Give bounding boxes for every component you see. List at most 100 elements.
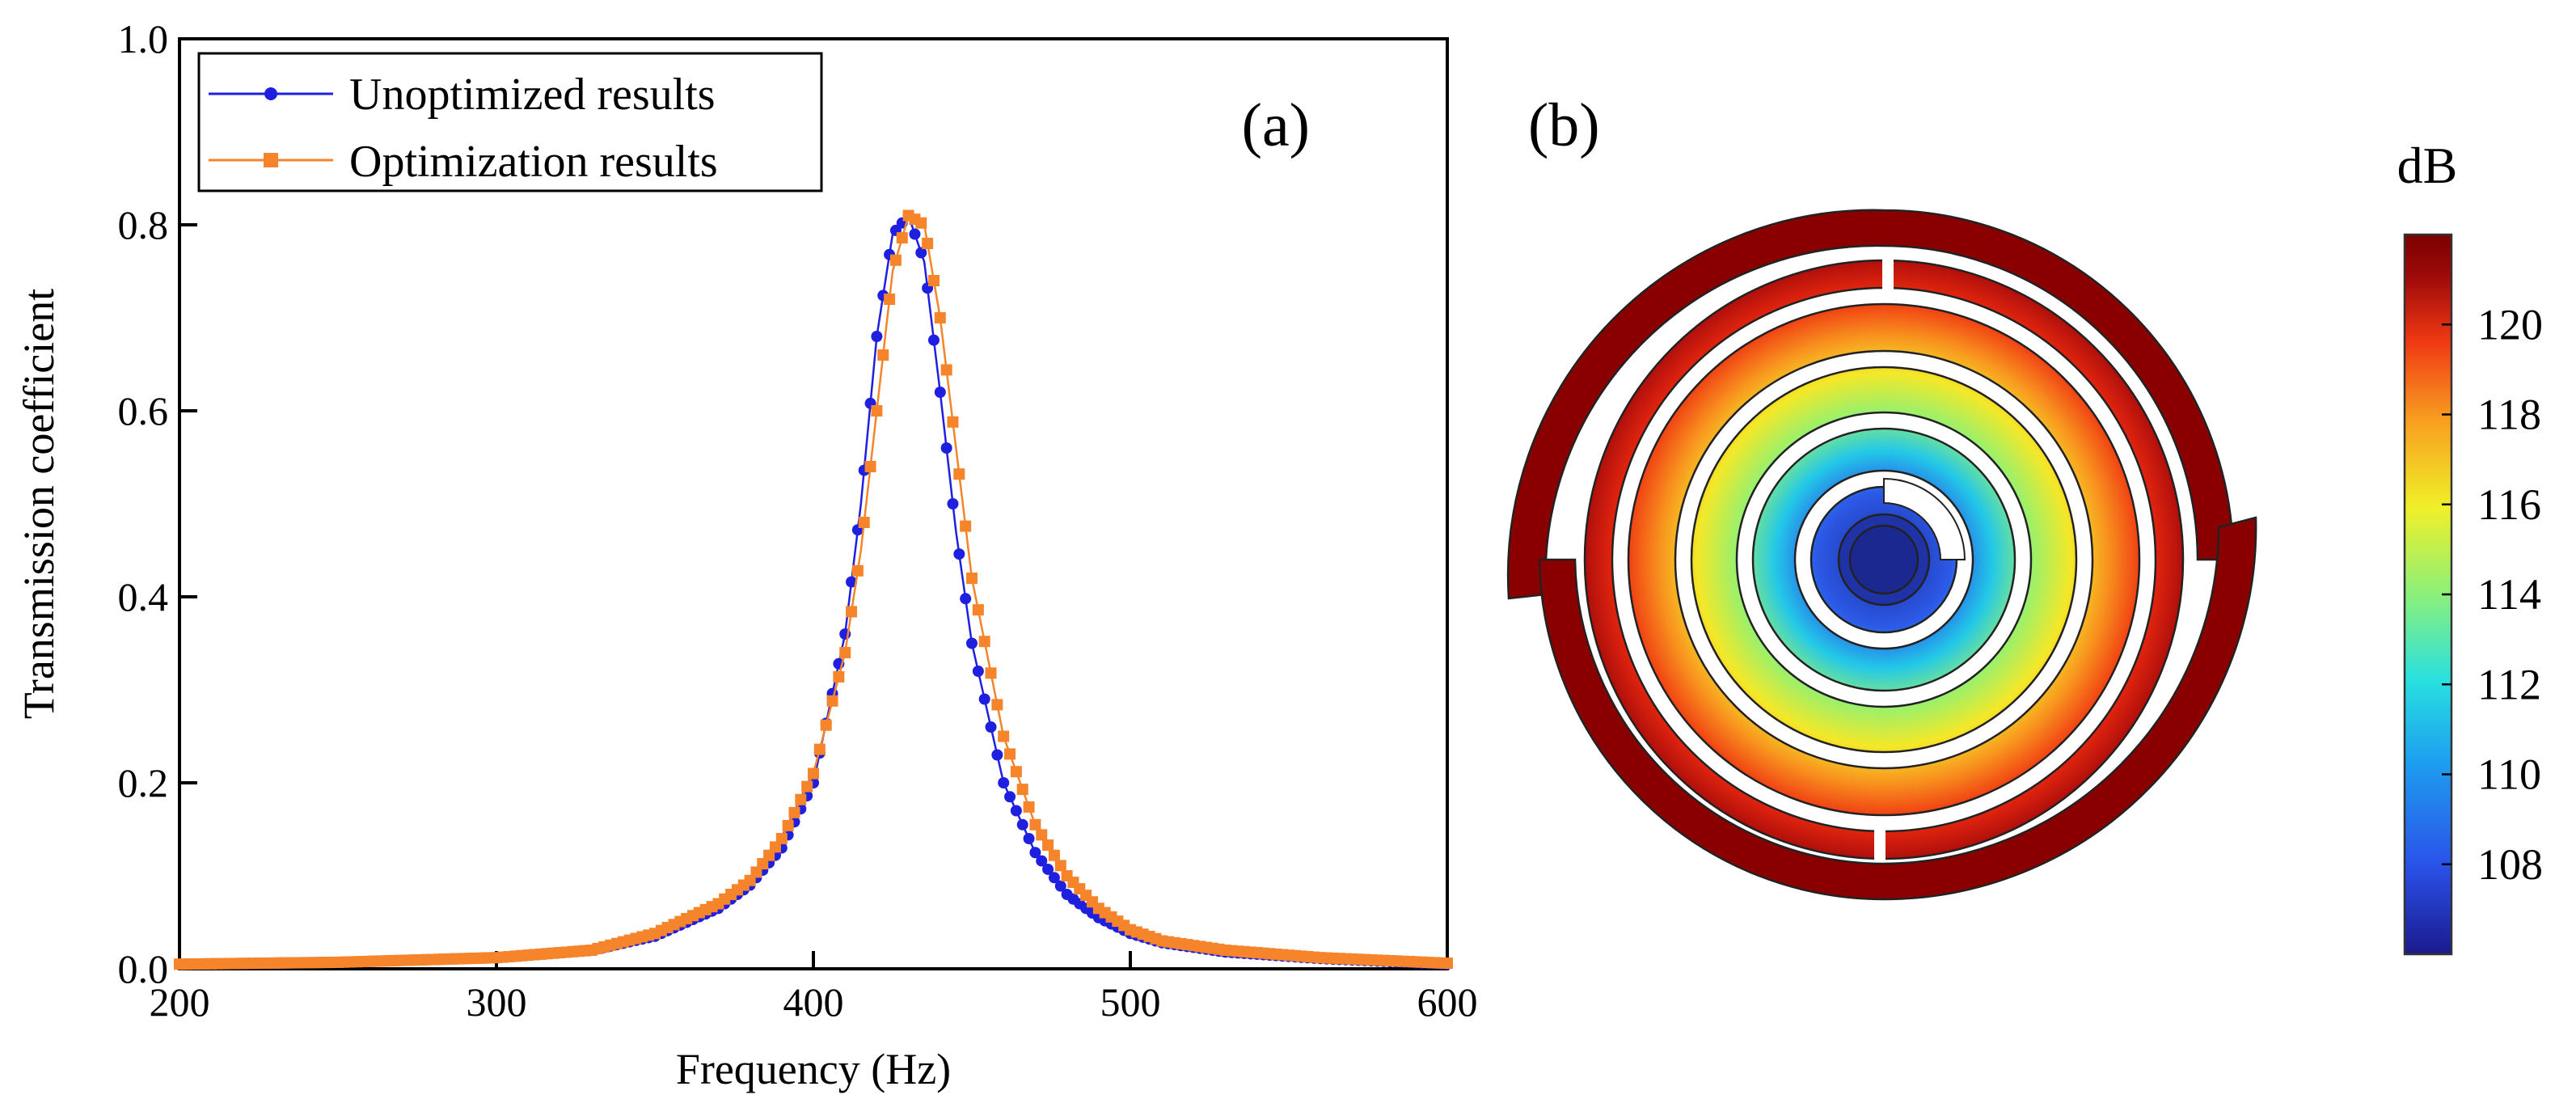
data-point-optimization — [998, 730, 1010, 742]
panel-label-a: (a) — [1242, 91, 1310, 159]
spiral-gap-3 — [1675, 351, 2092, 768]
data-point-unoptimized — [953, 548, 965, 560]
data-point-unoptimized — [1054, 880, 1066, 892]
data-point-optimization — [826, 695, 838, 707]
data-point-unoptimized — [1023, 833, 1035, 844]
data-point-optimization — [896, 232, 908, 244]
data-point-optimization — [953, 468, 965, 480]
data-point-optimization — [922, 238, 934, 249]
data-point-optimization — [858, 517, 870, 528]
data-point-unoptimized — [1016, 818, 1028, 831]
data-point-optimization — [978, 636, 990, 648]
x-tick-label: 400 — [783, 979, 844, 1025]
data-point-unoptimized — [991, 749, 1003, 761]
data-point-unoptimized — [934, 387, 946, 398]
data-point-optimization — [1029, 818, 1041, 831]
data-point-optimization — [788, 806, 800, 818]
data-point-unoptimized — [1029, 847, 1041, 859]
series-line-unoptimized — [179, 213, 1448, 966]
legend: Unoptimized results Optimization results — [197, 52, 823, 192]
data-point-optimization — [877, 349, 889, 361]
data-point-unoptimized — [966, 637, 978, 649]
data-point-unoptimized — [1010, 805, 1022, 817]
data-point-unoptimized — [998, 777, 1010, 788]
spiral-gap-4 — [1612, 288, 2156, 831]
spiral-slot-upper — [1882, 257, 1894, 293]
data-point-optimization — [801, 780, 813, 793]
data-point-optimization — [833, 670, 845, 683]
data-point-optimization — [927, 275, 940, 286]
data-point-unoptimized — [940, 442, 952, 454]
spiral-outer-arm-right — [1538, 516, 2257, 901]
x-axis-title: Frequency (Hz) — [676, 1045, 951, 1093]
colorbar-tick-label: 110 — [2477, 750, 2541, 799]
legend-box — [197, 52, 823, 192]
data-point-optimization — [851, 564, 864, 577]
data-point-optimization — [775, 833, 788, 844]
y-tick-label: 1.0 — [118, 16, 169, 61]
spiral-ring-3 — [1627, 302, 2141, 817]
legend-label-unoptimized: Unoptimized results — [349, 70, 716, 120]
data-point-optimization — [795, 793, 807, 805]
data-point-unoptimized — [871, 331, 883, 342]
data-point-optimization — [820, 719, 832, 731]
data-point-optimization — [1048, 849, 1060, 861]
data-point-unoptimized — [947, 498, 959, 509]
colorbar-tick-label: 118 — [2477, 391, 2541, 439]
data-point-unoptimized — [846, 576, 858, 588]
x-axis: 200 300 400 500 600 — [150, 951, 1478, 1025]
data-point-optimization — [813, 743, 826, 755]
y-tick-label: 0.8 — [118, 202, 169, 247]
spiral-slot-lower — [1874, 826, 1886, 862]
spiral-inner-hook — [1883, 477, 1966, 560]
data-point-optimization — [934, 312, 946, 323]
spiral-structure — [1506, 209, 2257, 901]
colorbar-tick-label: 116 — [2477, 480, 2541, 529]
spiral-ring-1-a — [1751, 427, 2016, 692]
data-point-optimization — [1054, 860, 1066, 872]
y-axis: 0.0 0.2 0.4 0.6 0.8 1.0 — [118, 16, 197, 991]
data-point-optimization — [940, 364, 952, 376]
x-tick-label: 600 — [1417, 979, 1478, 1025]
data-point-optimization — [985, 667, 997, 679]
data-point-optimization — [782, 819, 794, 831]
legend-marker-unoptimized — [264, 87, 277, 100]
colorbar-tick-label: 108 — [2477, 840, 2543, 889]
data-point-optimization — [864, 461, 876, 472]
spiral-ring-2-b — [1674, 349, 2094, 770]
y-axis-title: Transmission coefficient — [15, 289, 63, 719]
y-tick-label: 0.0 — [118, 946, 169, 991]
legend-label-optimization: Optimization results — [349, 137, 718, 187]
x-tick-label: 500 — [1100, 979, 1161, 1025]
data-point-optimization — [991, 699, 1003, 711]
series-layer — [174, 209, 1453, 970]
panel-a-line-chart: 200 300 400 500 600 0.0 0.2 0.4 0.6 0.8 1.0 Frequ… — [15, 16, 1478, 1093]
data-point-unoptimized — [972, 666, 984, 677]
center-source-inner — [1848, 524, 1919, 595]
colorbar-unit-label: dB — [2397, 137, 2458, 194]
colorbar-tick-label: 112 — [2477, 660, 2541, 708]
data-point-optimization — [846, 606, 858, 618]
spiral-gap-2 — [1737, 412, 2031, 707]
data-point-optimization — [915, 217, 927, 229]
spiral-ring-0-b — [1793, 469, 1974, 650]
data-point-unoptimized — [927, 334, 940, 346]
data-point-unoptimized — [960, 593, 972, 605]
data-point-unoptimized — [915, 247, 927, 259]
data-point-optimization — [1004, 748, 1016, 760]
panel-b-field-map: (b) — [1506, 91, 2543, 956]
panel-label-b: (b) — [1528, 91, 1600, 159]
y-tick-label: 0.6 — [118, 388, 169, 433]
spiral-ring-1-b — [1735, 411, 2033, 708]
colorbar-ticks: 108 110 112 114 116 118 120 — [2442, 300, 2543, 889]
x-tick-label: 300 — [467, 979, 527, 1025]
data-point-optimization — [947, 416, 959, 428]
data-point-unoptimized — [1036, 855, 1048, 867]
data-point-optimization — [884, 294, 896, 305]
data-point-optimization — [1442, 957, 1453, 970]
y-tick-label: 0.4 — [118, 574, 169, 619]
data-point-unoptimized — [1048, 872, 1060, 884]
data-point-optimization — [1023, 801, 1035, 813]
data-point-optimization — [1036, 829, 1048, 841]
